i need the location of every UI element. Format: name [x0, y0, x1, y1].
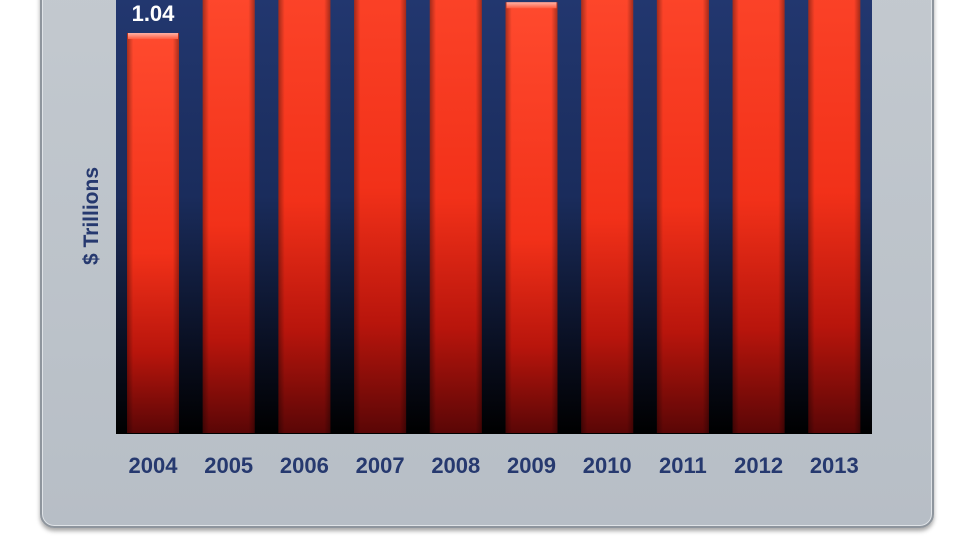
- bar-2006: [278, 0, 331, 434]
- x-tick-2007: 2007: [356, 453, 405, 478]
- bar-2012: [732, 0, 785, 434]
- bar-2008: [429, 0, 482, 434]
- x-tick-2008: 2008: [431, 453, 480, 478]
- x-tick-2006: 2006: [280, 453, 329, 478]
- bar-2005: [202, 0, 255, 433]
- bar-2011: [656, 0, 709, 433]
- bar-2010: [581, 0, 634, 433]
- x-tick-2004: 2004: [129, 453, 179, 478]
- x-tick-2010: 2010: [583, 453, 632, 478]
- x-tick-2005: 2005: [204, 453, 253, 478]
- bar-2007: [354, 0, 407, 434]
- x-tick-2009: 2009: [507, 453, 556, 478]
- data-label-2004: 1.04: [132, 1, 176, 26]
- x-tick-2013: 2013: [810, 453, 859, 478]
- y-axis-label: $ Trillions: [80, 166, 103, 266]
- bar-2009: [505, 2, 558, 434]
- bar-2013: [808, 0, 861, 433]
- x-tick-2012: 2012: [734, 453, 783, 478]
- bar-2004: [127, 33, 179, 434]
- x-tick-2011: 2011: [659, 453, 707, 478]
